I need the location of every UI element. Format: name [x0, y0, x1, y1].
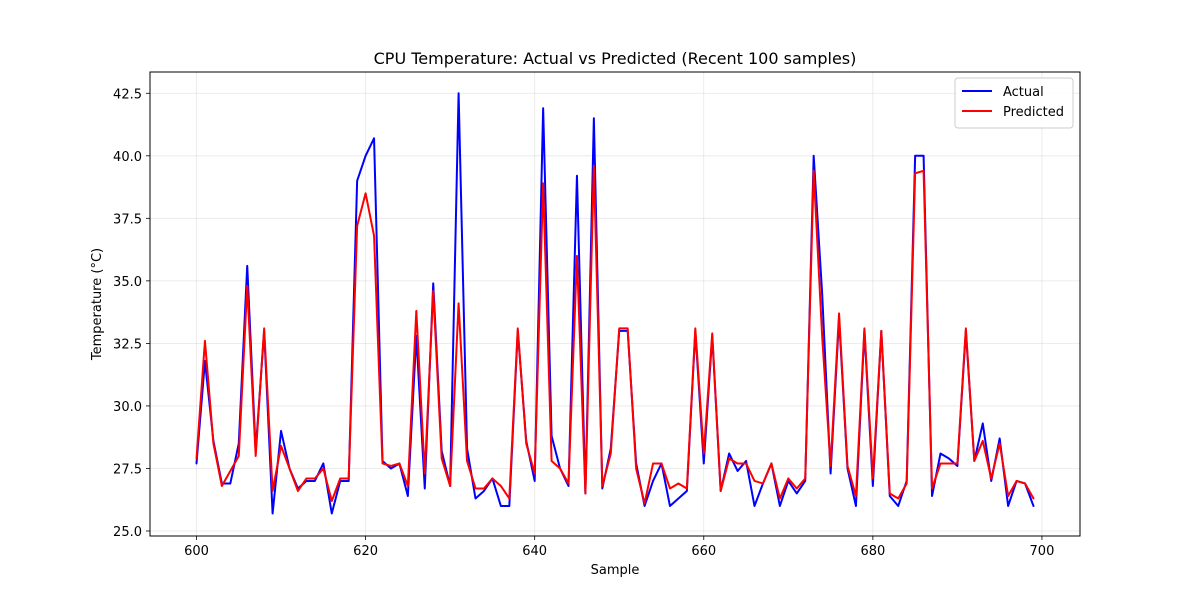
chart-title: CPU Temperature: Actual vs Predicted (Re… — [374, 49, 857, 68]
legend: Actual Predicted — [955, 78, 1073, 128]
y-tick-label: 32.5 — [113, 337, 142, 352]
y-tick-label: 27.5 — [113, 462, 142, 477]
x-axis-label: Sample — [591, 563, 640, 578]
x-tick-label: 640 — [522, 544, 547, 559]
legend-label-actual: Actual — [1003, 85, 1044, 100]
x-tick-label: 660 — [691, 544, 716, 559]
x-tick-label: 620 — [353, 544, 378, 559]
x-tick-label: 700 — [1030, 544, 1055, 559]
y-tick-label: 35.0 — [113, 275, 142, 290]
x-tick-label: 680 — [860, 544, 885, 559]
y-tick-label: 42.5 — [113, 87, 142, 102]
x-tick-label: 600 — [184, 544, 209, 559]
y-axis-label: Temperature (°C) — [90, 248, 105, 361]
y-tick-label: 30.0 — [113, 400, 142, 415]
legend-label-predicted: Predicted — [1003, 105, 1064, 120]
y-tick-label: 37.5 — [113, 212, 142, 227]
y-tick-label: 40.0 — [113, 150, 142, 165]
y-tick-label: 25.0 — [113, 525, 142, 540]
